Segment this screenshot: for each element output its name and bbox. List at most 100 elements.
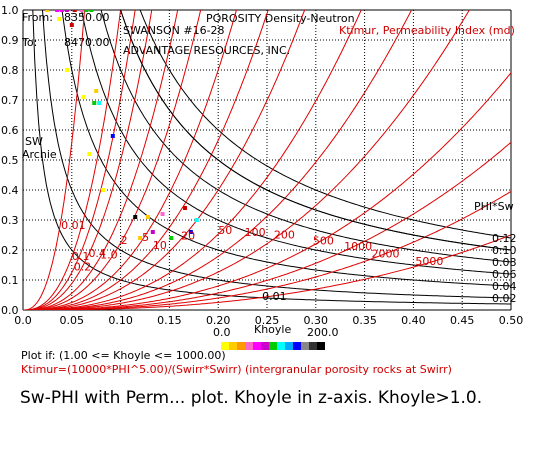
- data-point: [60, 10, 65, 12]
- bvw-curve: [81, 10, 511, 275]
- x-tick-label: 0.20: [206, 314, 231, 327]
- x-tick-label: 0.40: [401, 314, 426, 327]
- data-point: [84, 10, 89, 12]
- color-scale-swatch: [245, 342, 253, 350]
- color-scale-max: 200.0: [307, 326, 339, 339]
- bvw-curve-label: 0.10: [492, 244, 517, 257]
- bvw-curve-label: 0.12: [492, 232, 517, 245]
- plot-if-text: Plot if: (1.00 <= Khoyle <= 1000.00): [21, 349, 226, 362]
- color-scale-min: 0.0: [213, 326, 231, 339]
- sw-archie-label-line2: Archie: [22, 148, 57, 161]
- x-tick-labels: 0.0 0.05 0.10 0.15 0.20 0.25 0.30 0.35 0.40 0.45 0…: [14, 314, 523, 327]
- perm-curve-labels: 0.01 0.10.20.41.02 5 10 20 50 100 200 500 1000200…: [61, 219, 443, 273]
- perm-curve-label: 0.01: [61, 219, 86, 232]
- y-tick-label: 0.5: [1, 154, 19, 167]
- perm-curve: [23, 10, 306, 310]
- data-point: [64, 68, 69, 72]
- color-scale-swatch: [221, 342, 229, 350]
- color-scale-swatch: [293, 342, 301, 350]
- perm-curve-label: 2: [121, 234, 128, 247]
- data-point: [55, 10, 60, 12]
- data-point: [145, 215, 150, 219]
- y-tick-label: 1.0: [1, 4, 19, 17]
- perm-curve: [23, 10, 179, 310]
- bvw-curve-label: 0.08: [492, 256, 517, 269]
- perm-curve: [23, 72, 511, 310]
- color-scale-swatch: [229, 342, 237, 350]
- color-scale-swatch: [237, 342, 245, 350]
- data-point: [160, 212, 165, 216]
- bvw-curve-labels: 0.01 0.020.040.060.080.100.12: [262, 232, 516, 305]
- bvw-curve: [61, 10, 511, 287]
- perm-curve: [23, 10, 470, 310]
- color-scale-swatch: [261, 342, 269, 350]
- bvw-curve: [139, 10, 511, 239]
- x-tick-label: 0.50: [499, 314, 524, 327]
- data-point: [79, 10, 84, 12]
- caption: Sw-PHI with Perm... plot. Khoyle in z-ax…: [20, 388, 482, 408]
- perm-curve-label: 1.0: [100, 249, 118, 262]
- x-tick-label: 0.15: [157, 314, 182, 327]
- bvw-curve: [100, 10, 511, 263]
- formula-text: Ktimur=(10000*PHI^5.00)/(Swirr*Swirr) (i…: [21, 363, 452, 376]
- phi-sw-label: PHI*Sw: [474, 200, 514, 213]
- perm-curve: [23, 10, 86, 310]
- to-value: 8470.00: [64, 36, 110, 49]
- bvw-curve-label: 0.06: [492, 268, 517, 281]
- perm-curve-label: 0.4: [88, 247, 106, 260]
- data-point: [183, 206, 188, 210]
- x-tick-label: 0.25: [255, 314, 280, 327]
- perm-curve-label: 0.1: [72, 250, 90, 263]
- data-point: [64, 10, 69, 12]
- y-tick-label: 0.2: [1, 244, 19, 257]
- y-tick-label: 0.7: [1, 94, 19, 107]
- from-value: 8350.00: [64, 11, 110, 24]
- y-tick-labels: 0.0 0.1 0.2 0.3 0.4 0.5 0.6 0.7 0.8 0.9 1.0: [1, 4, 19, 317]
- data-points: [45, 10, 199, 240]
- perm-index-label: Ktimur, Permeability Index (md): [339, 24, 515, 37]
- perm-curve-label: 2000: [371, 248, 399, 261]
- x-tick-label: 0.35: [352, 314, 377, 327]
- data-point: [194, 218, 199, 222]
- perm-curve: [23, 10, 122, 310]
- data-point: [110, 134, 115, 138]
- y-tick-label: 0.9: [1, 34, 19, 47]
- perm-curve-label: 10: [153, 239, 167, 252]
- perm-curve-label: 500: [313, 235, 334, 248]
- perm-curve-label: 20: [181, 229, 195, 242]
- company-name: ADVANTAGE RESOURCES, INC.: [123, 44, 290, 57]
- data-point: [72, 10, 77, 12]
- bvw-curve-label: 0.01: [262, 290, 287, 303]
- perm-curve: [23, 10, 153, 310]
- color-scale-swatch: [269, 342, 277, 350]
- perm-curve: [23, 234, 511, 310]
- perm-curve-label: 5: [142, 231, 149, 244]
- data-point: [57, 17, 62, 21]
- perm-curve-label: 0.2: [74, 261, 92, 274]
- x-tick-label: 0.0: [14, 314, 32, 327]
- perm-curve-label: 50: [218, 224, 232, 237]
- data-point: [45, 10, 50, 12]
- color-scale: [221, 342, 325, 350]
- bvw-curve: [120, 10, 511, 251]
- perm-curve: [23, 10, 269, 310]
- perm-curves: [23, 10, 511, 310]
- y-tick-label: 0.0: [1, 304, 19, 317]
- bvw-curve: [32, 10, 511, 305]
- perm-curve-label: 200: [274, 228, 295, 241]
- data-point: [81, 95, 86, 99]
- perm-curve: [23, 10, 413, 310]
- bvw-curve-label: 0.02: [492, 292, 517, 305]
- color-scale-swatch: [285, 342, 293, 350]
- data-point: [101, 188, 106, 192]
- color-scale-swatch: [253, 342, 261, 350]
- perm-curve-label: 5000: [415, 255, 443, 268]
- y-tick-label: 0.4: [1, 184, 19, 197]
- data-point: [150, 230, 155, 234]
- y-tick-label: 0.8: [1, 64, 19, 77]
- sw-archie-label-line1: SW: [25, 135, 43, 148]
- chart-title: POROSITY Density-Neutron: [206, 12, 355, 25]
- color-scale-swatch: [317, 342, 325, 350]
- from-label: From:: [22, 11, 53, 24]
